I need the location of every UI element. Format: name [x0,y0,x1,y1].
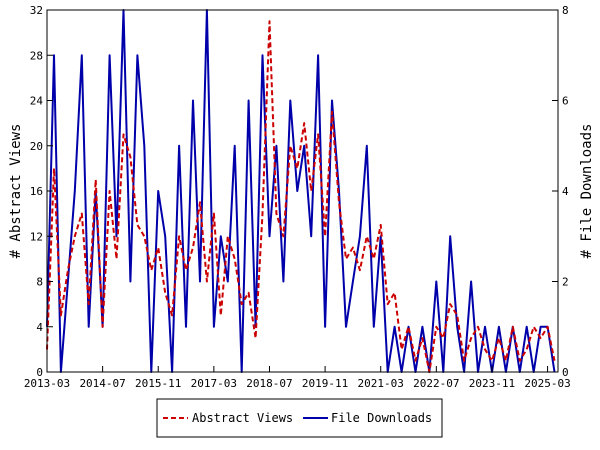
legend: Abstract Views File Downloads [156,398,443,438]
left-tick-label: 4 [36,321,43,334]
right-tick-label: 8 [562,4,569,17]
plot-frame [46,9,559,373]
left-tick-label: 0 [36,366,43,379]
left-tick-label: 8 [36,276,43,289]
x-tick-label: 2014-07 [79,377,125,390]
x-tick-label: 2017-03 [191,377,237,390]
plot-lines [46,9,556,373]
legend-label-file-downloads: File Downloads [331,411,432,425]
legend-label-abstract-views: Abstract Views [192,411,293,425]
x-tick-label: 2025-03 [524,377,570,390]
series-line-abstract-views [46,20,556,373]
right-tick-label: 0 [562,366,569,379]
x-tick-label: 2021-03 [358,377,404,390]
left-axis-ticks: 0 4 8 12 16 20 24 28 32 [30,4,53,379]
left-tick-label: 32 [30,4,43,17]
left-tick-label: 20 [30,140,43,153]
right-tick-label: 6 [562,95,569,108]
legend-box [156,398,443,438]
left-tick-label: 28 [30,49,43,62]
left-tick-label: 16 [30,185,43,198]
x-axis-ticks: 2013-03 2014-07 2015-11 2017-03 2018-07 2019-… [24,366,571,390]
x-tick-label: 2018-07 [246,377,292,390]
right-axis-ticks: 0 2 4 6 8 [552,4,569,379]
right-tick-label: 2 [562,276,569,289]
right-axis-title: # File Downloads [579,124,595,259]
right-tick-label: 4 [562,185,569,198]
left-axis-title: # Abstract Views [8,124,24,259]
x-tick-label: 2023-11 [469,377,515,390]
x-tick-label: 2019-11 [302,377,348,390]
left-tick-label: 24 [30,95,44,108]
x-tick-label: 2015-11 [135,377,181,390]
left-tick-label: 12 [30,230,43,243]
x-tick-label: 2013-03 [24,377,70,390]
series-line-file-downloads [46,9,556,373]
x-tick-label: 2022-07 [413,377,459,390]
